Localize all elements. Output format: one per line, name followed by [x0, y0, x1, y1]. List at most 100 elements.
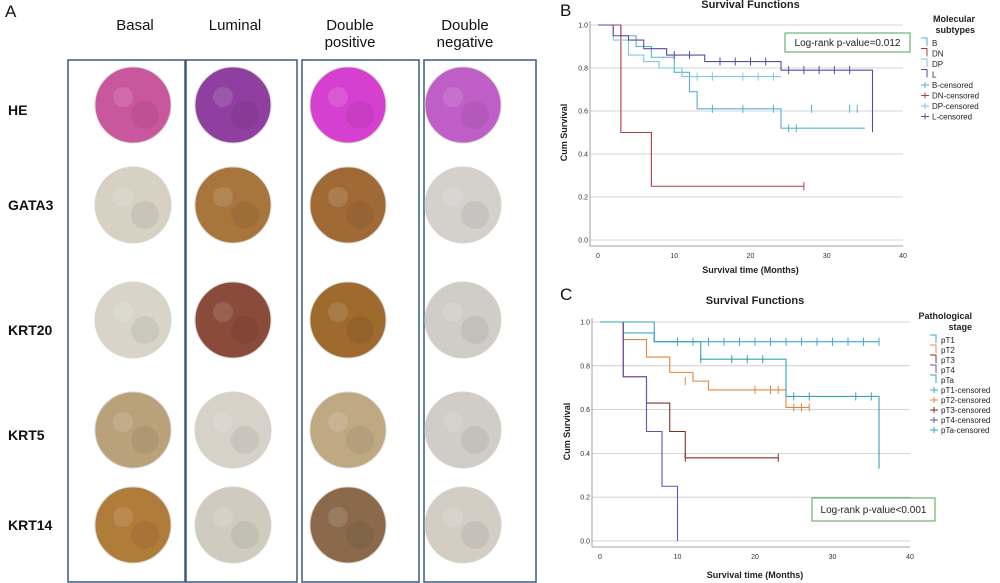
km-curve-dn	[598, 24, 804, 187]
tissue-core	[194, 66, 272, 144]
tissue-texture	[113, 507, 133, 527]
tissue-texture	[131, 316, 159, 344]
panel-letter: C	[560, 285, 572, 304]
km-curve-pt4	[600, 321, 679, 541]
row-label-krt20: KRT20	[8, 322, 53, 338]
row-label-krt14: KRT14	[8, 517, 53, 533]
legend-entry: DP	[932, 60, 943, 69]
x-tick-label: 0	[596, 253, 600, 260]
tissue-core	[194, 281, 272, 359]
tissue-core	[424, 281, 502, 359]
legend-swatch	[921, 69, 928, 78]
y-tick-label: 0.0	[580, 539, 590, 546]
chart-c: C Survival Functions 0.0 0.2 0.4 0.6 0.8 1.0 0 10…	[560, 285, 990, 580]
tissue-texture	[346, 101, 374, 129]
km-curve-l	[598, 24, 874, 129]
tissue-core	[309, 281, 387, 359]
legend-entry: pT3	[941, 356, 955, 365]
tissue-texture	[113, 187, 133, 207]
legend-swatch	[921, 48, 928, 57]
tissue-texture	[346, 201, 374, 229]
tissue-texture	[113, 87, 133, 107]
y-tick-label: 0.0	[578, 238, 588, 245]
chart-b: B Survival Functions 0.0 0.2 0.4 0.6 0.8 1.0 0 10…	[559, 0, 979, 275]
legend-entry: pT3-censored	[941, 406, 990, 415]
tissue-core	[94, 391, 172, 469]
tissue-texture	[461, 521, 489, 549]
tissue-texture	[461, 101, 489, 129]
tissue-texture	[461, 316, 489, 344]
tissue-texture	[461, 426, 489, 454]
legend-swatch	[930, 334, 937, 343]
row-label-gata3: GATA3	[8, 197, 54, 213]
p-value-text: Log-rank p-value=0.012	[795, 38, 901, 49]
legend-swatch	[921, 58, 928, 67]
y-tick-label: 0.2	[580, 495, 590, 502]
legend-entry: pTa-censored	[941, 426, 989, 435]
x-tick-label: 20	[747, 253, 755, 260]
x-tick-label: 10	[670, 253, 678, 260]
tissue-core	[194, 486, 272, 564]
legend-swatch	[930, 354, 937, 363]
km-curve-dp	[598, 24, 781, 78]
tissue-texture	[328, 187, 348, 207]
tissue-texture	[231, 201, 259, 229]
legend-entry: pTa	[941, 376, 954, 385]
tissue-texture	[461, 201, 489, 229]
tissue-core	[424, 391, 502, 469]
tissue-texture	[443, 412, 463, 432]
tissue-texture	[231, 426, 259, 454]
tissue-texture	[328, 412, 348, 432]
x-axis-title: Survival time (Months)	[702, 265, 799, 275]
x-axis-title: Survival time (Months)	[707, 570, 804, 580]
legend-title: Molecular	[933, 14, 976, 24]
km-curve-pt2	[600, 321, 810, 408]
legend-entry: pT1	[941, 336, 955, 345]
legend-entry: pT2	[941, 346, 955, 355]
tissue-texture	[131, 521, 159, 549]
legend-entry: pT4	[941, 366, 955, 375]
tissue-texture	[443, 302, 463, 322]
tissue-texture	[231, 316, 259, 344]
chart-title: Survival Functions	[706, 295, 804, 307]
x-tick-label: 20	[751, 554, 759, 561]
column-frame-0	[67, 59, 186, 583]
row-label-he: HE	[8, 102, 27, 118]
tissue-core	[424, 486, 502, 564]
x-tick-label: 40	[899, 253, 907, 260]
y-tick-label: 0.4	[580, 451, 590, 458]
tissue-texture	[113, 302, 133, 322]
y-tick-label: 0.6	[580, 407, 590, 414]
legend-title: stage	[948, 322, 972, 332]
tissue-core	[194, 166, 272, 244]
tissue-texture	[131, 426, 159, 454]
legend-entry: pT1-censored	[941, 386, 990, 395]
y-tick-label: 0.2	[578, 195, 588, 202]
legend-swatch	[930, 364, 937, 373]
column-header: Luminal	[209, 17, 262, 34]
tissue-texture	[213, 87, 233, 107]
row-label-krt5: KRT5	[8, 427, 45, 443]
tissue-core	[309, 66, 387, 144]
tissue-texture	[346, 521, 374, 549]
column-frame-1	[185, 59, 298, 583]
tissue-core	[309, 486, 387, 564]
km-curve-b	[598, 24, 865, 129]
column-header-line2: negative	[437, 34, 494, 51]
tissue-core	[194, 391, 272, 469]
legend-title: subtypes	[935, 25, 975, 35]
legend-entry: DN-censored	[932, 92, 979, 101]
y-tick-label: 0.8	[580, 363, 590, 370]
y-tick-label: 0.6	[578, 109, 588, 116]
column-header-line2: positive	[325, 34, 376, 51]
tissue-texture	[131, 101, 159, 129]
legend-swatch	[930, 374, 937, 383]
tissue-core	[94, 486, 172, 564]
y-axis-title: Cum Survival	[562, 403, 572, 461]
tissue-core	[309, 166, 387, 244]
x-tick-label: 40	[906, 554, 914, 561]
legend-entry: DN	[932, 50, 944, 59]
tissue-texture	[213, 507, 233, 527]
chart-title: Survival Functions	[701, 0, 799, 11]
